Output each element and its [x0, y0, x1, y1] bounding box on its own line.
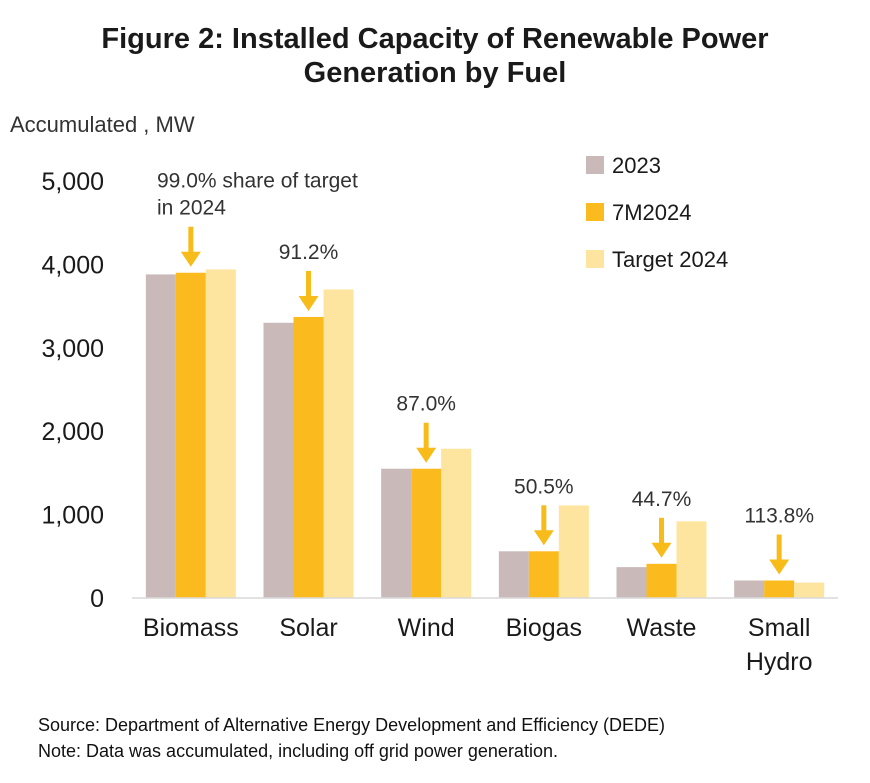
bar	[145, 274, 176, 598]
bar	[528, 551, 559, 598]
bar	[794, 582, 825, 598]
chart-title: Figure 2: Installed Capacity of Renewabl…	[0, 22, 870, 90]
x-tick-label: Solar	[279, 614, 337, 642]
x-tick-label: Biogas	[506, 614, 582, 642]
annotation-label: 91.2%	[279, 241, 339, 264]
y-tick-label: 3,000	[41, 335, 104, 363]
x-tick-label: Biomass	[143, 614, 239, 642]
bar	[381, 468, 412, 598]
bar	[498, 551, 529, 598]
bar	[646, 563, 677, 598]
x-tick-label: Hydro	[746, 648, 813, 676]
chart-title-line-1: Figure 2: Installed Capacity of Renewabl…	[101, 23, 769, 55]
bar	[676, 521, 707, 598]
bar	[175, 272, 206, 598]
annotation-label: in 2024	[157, 197, 226, 220]
annotation-label: 113.8%	[744, 504, 814, 527]
annotation-arrow-head	[298, 295, 319, 311]
share-annotations: 99.0% share of target in 2024 91.2% 87.0% 50…	[157, 170, 814, 575]
y-axis-tick-labels: 0 1,000 2,000 3,000 4,000 5,000	[41, 168, 104, 613]
bar-chart: 0 1,000 2,000 3,000 4,000 5,000 Biomass Solar W…	[41, 153, 838, 676]
x-tick-label: Wind	[398, 614, 455, 642]
legend-swatch	[586, 203, 604, 221]
bar	[734, 580, 765, 598]
chart-title-line-2: Generation by Fuel	[303, 57, 567, 89]
legend-swatch	[586, 156, 604, 174]
x-axis-category-labels: Biomass Solar Wind Biogas Waste Small Hydro	[143, 614, 813, 676]
annotation-arrow-head	[533, 530, 554, 546]
bar	[441, 448, 472, 598]
y-tick-label: 2,000	[41, 418, 104, 446]
x-tick-label: Small	[748, 614, 811, 642]
y-tick-label: 1,000	[41, 502, 104, 530]
bar	[764, 580, 795, 598]
bars	[145, 269, 825, 598]
annotation-arrow-head	[416, 447, 437, 463]
legend-label: 2023	[612, 153, 661, 178]
x-tick-label: Waste	[627, 614, 697, 642]
bar	[323, 289, 354, 598]
legend-label: Target 2024	[612, 247, 728, 272]
data-note: Note: Data was accumulated, including of…	[38, 741, 558, 761]
bar	[411, 468, 442, 598]
bar	[616, 567, 647, 598]
annotation-label: 44.7%	[632, 488, 692, 511]
legend: 2023 7M2024 Target 2024	[586, 153, 728, 272]
annotation-label: 87.0%	[396, 393, 456, 416]
annotation-arrow-head	[651, 542, 672, 558]
source-note: Source: Department of Alternative Energy…	[38, 715, 665, 735]
footer: Source: Department of Alternative Energy…	[38, 712, 665, 764]
annotation-label: 99.0% share of target	[157, 170, 358, 193]
bar	[293, 316, 324, 598]
y-axis-title: Accumulated , MW	[10, 112, 195, 137]
bar	[558, 505, 589, 598]
annotation-arrow-head	[180, 251, 201, 267]
bar	[263, 322, 294, 598]
legend-swatch	[586, 250, 604, 268]
annotation-label: 50.5%	[514, 475, 574, 498]
legend-label: 7M2024	[612, 200, 692, 225]
bar	[205, 269, 236, 598]
y-tick-label: 0	[90, 585, 104, 613]
annotation-arrow-head	[769, 559, 790, 575]
y-tick-label: 5,000	[41, 168, 104, 196]
y-tick-label: 4,000	[41, 251, 104, 279]
